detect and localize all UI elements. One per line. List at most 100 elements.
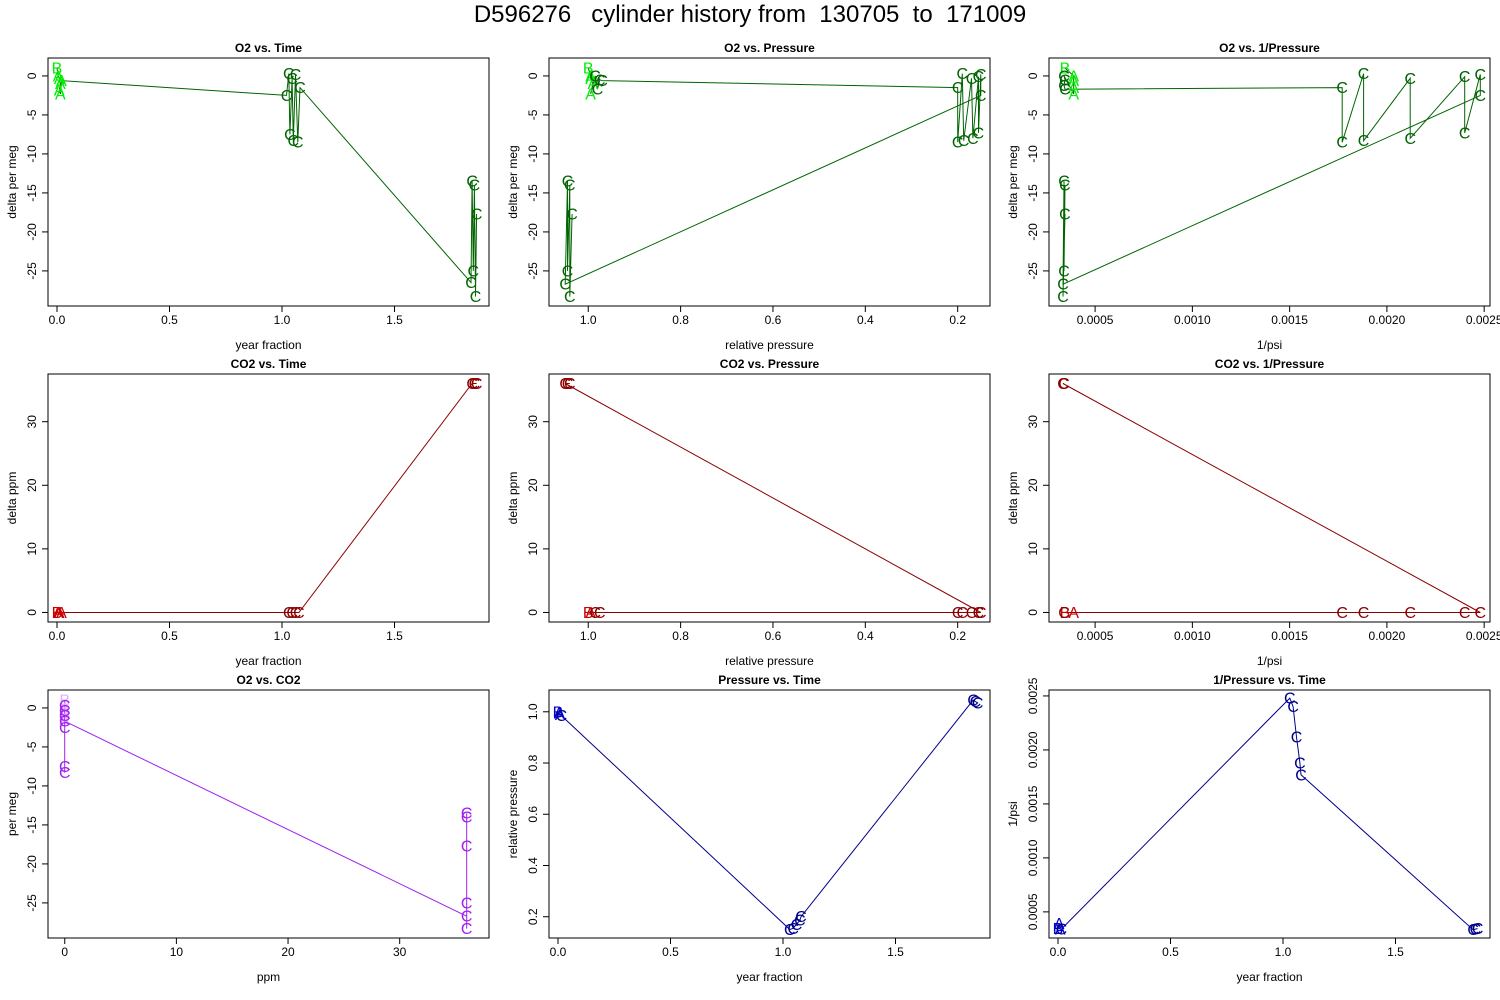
data-point: C: [973, 605, 985, 622]
data-point: C: [562, 174, 574, 191]
plot-frame: [1048, 373, 1491, 623]
x-tick-label: 1.5: [386, 629, 403, 643]
x-tick-label: 0.0005: [1077, 313, 1114, 327]
data-point: C: [967, 693, 979, 710]
x-axis-label: year fraction: [235, 654, 301, 668]
data-point: B: [1060, 61, 1071, 78]
series-line: [1057, 697, 1478, 931]
y-tick-label: 10: [1026, 542, 1040, 556]
y-tick-label: 0.0020: [1026, 731, 1040, 768]
data-point: C: [1404, 605, 1416, 622]
data-point: C: [281, 88, 293, 105]
y-tick-label: -5: [526, 109, 540, 120]
plot-frame: [548, 57, 991, 307]
y-tick-label: 0: [526, 72, 540, 79]
data-point: C: [1057, 277, 1069, 294]
data-point: C: [952, 135, 964, 152]
y-axis-label: delta ppm: [1006, 472, 1020, 525]
data-point: A: [54, 605, 65, 622]
y-tick-label: -25: [526, 262, 540, 280]
y-tick-label: 0.0005: [1026, 893, 1040, 930]
data-point: C: [589, 68, 601, 85]
y-tick-label: 0.0010: [1026, 839, 1040, 876]
y-tick-label: -10: [1026, 145, 1040, 163]
y-tick-label: -15: [1026, 184, 1040, 202]
data-point: B: [52, 605, 63, 622]
x-tick-label: 0.8: [672, 629, 689, 643]
data-point: B: [1053, 921, 1064, 938]
data-point: C: [1459, 605, 1471, 622]
data-point: C: [1467, 922, 1479, 939]
x-tick-label: 0.0010: [1174, 629, 1211, 643]
data-point: C: [1057, 376, 1069, 393]
series-line: [57, 383, 477, 613]
data-point: A: [54, 71, 65, 88]
plot-frame: [47, 689, 490, 939]
data-point: C: [556, 708, 568, 725]
data-point: C: [466, 376, 478, 393]
chart-panel-4: CO2 vs. Time year fraction delta ppm 0.0 0.5…: [5, 357, 490, 668]
data-point: C: [1336, 80, 1348, 97]
x-axis-label: year fraction: [736, 970, 802, 984]
x-tick-label: 0.0005: [1077, 629, 1114, 643]
data-point: C: [1336, 135, 1348, 152]
data-point: A: [55, 76, 66, 93]
y-axis-label: relative pressure: [506, 769, 520, 858]
x-tick-label: 1.0: [274, 313, 291, 327]
y-tick-label: -25: [25, 262, 39, 280]
x-tick-label: 0.0: [49, 313, 66, 327]
y-tick-label: 10: [25, 542, 39, 556]
x-axis-label: year fraction: [1236, 970, 1302, 984]
series-line: [557, 699, 978, 931]
data-point: C: [59, 759, 71, 776]
data-point: C: [1404, 71, 1416, 88]
data-point: C: [966, 605, 978, 622]
data-point: B: [52, 61, 63, 78]
x-tick-label: 0.0015: [1271, 629, 1308, 643]
x-tick-label: 1.0: [580, 629, 597, 643]
data-point: C: [469, 376, 481, 393]
y-tick-label: -15: [25, 816, 39, 834]
y-tick-label: 30: [526, 415, 540, 429]
x-tick-label: 1.5: [386, 313, 403, 327]
data-point: C: [592, 82, 604, 99]
x-tick-label: 1.5: [1387, 945, 1404, 959]
data-point: A: [585, 605, 596, 622]
data-point: A: [59, 712, 70, 729]
chart-panel-5: CO2 vs. Pressure relative pressure delta p…: [506, 357, 991, 668]
data-point: C: [1059, 82, 1071, 99]
series-line: [1062, 67, 1481, 297]
data-point: A: [55, 86, 66, 103]
data-point: A: [59, 700, 70, 717]
data-point: C: [791, 917, 803, 934]
data-point: C: [564, 289, 576, 306]
data-point: C: [292, 135, 304, 152]
data-point: C: [1287, 699, 1299, 716]
data-point: C: [1404, 131, 1416, 148]
series-line: [1062, 383, 1481, 613]
x-tick-label: 0.4: [857, 629, 874, 643]
data-point: C: [461, 921, 473, 938]
y-axis-label: delta ppm: [506, 472, 520, 525]
page-title: D596276 cylinder history from 130705 to …: [473, 1, 1027, 28]
data-point: C: [1056, 922, 1068, 939]
data-point: C: [284, 127, 296, 144]
data-point: C: [286, 605, 298, 622]
data-point: C: [1336, 605, 1348, 622]
data-point: A: [54, 82, 65, 99]
chart-title: CO2 vs. Time: [231, 357, 307, 371]
y-tick-label: -20: [1026, 223, 1040, 241]
y-tick-label: 0.0025: [1026, 677, 1040, 714]
data-point: A: [1068, 86, 1079, 103]
x-tick-label: 0.0025: [1466, 629, 1500, 643]
data-point: C: [461, 810, 473, 827]
x-tick-label: 0.2: [949, 629, 966, 643]
data-point: C: [589, 605, 601, 622]
y-tick-label: 0: [25, 704, 39, 711]
data-point: C: [1358, 605, 1370, 622]
y-axis-label: delta per meg: [5, 145, 19, 218]
x-tick-label: 0.6: [765, 629, 782, 643]
chart-panel-8: Pressure vs. Time year fraction relative p…: [506, 673, 991, 984]
data-point: C: [470, 289, 482, 306]
data-point: C: [957, 66, 969, 83]
